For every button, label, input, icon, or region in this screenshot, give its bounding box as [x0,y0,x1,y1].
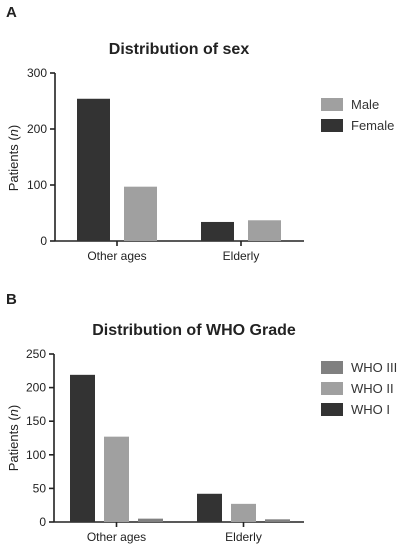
panel-letter-b: B [6,291,17,308]
x-tick-label: Other ages [87,530,146,544]
legend-label: WHO III [351,360,397,375]
bar-who-iii-other-ages [138,518,163,522]
legend-a: Male Female [321,97,394,133]
legend-swatch [321,98,343,111]
plot-area-b: 0 50 100 150 200 250 Other ages Elderly [26,347,304,544]
y-tick-label: 100 [27,178,47,192]
chart-title-a: Distribution of sex [109,41,250,58]
bar-who-ii-other-ages [104,436,129,522]
chart-panel-a: A Distribution of sex Patients (n) 0 100 2… [6,4,394,263]
y-tick-label: 200 [26,381,46,395]
y-tick-label: 50 [33,481,47,495]
bar-female-elderly [201,221,234,241]
y-tick-label: 150 [26,414,46,428]
y-tick-label: 200 [27,122,47,136]
y-tick-label: 250 [26,347,46,361]
y-tick-label: 300 [27,66,47,80]
plot-area-a: 0 100 200 300 Other ages Elderly [27,66,304,263]
legend-label: Female [351,118,394,133]
legend-swatch [321,382,343,395]
chart-panel-b: B Distribution of WHO Grade Patients (n)… [6,291,397,544]
x-tick-label: Other ages [87,249,146,263]
panel-letter-a: A [6,4,17,21]
x-tick-label: Elderly [223,249,260,263]
bar-who-i-other-ages [70,374,95,522]
x-tick-label: Elderly [225,530,262,544]
bar-female-other-ages [77,98,110,241]
legend-swatch [321,361,343,374]
legend-b: WHO III WHO II WHO I [321,360,397,417]
y-tick-label: 0 [40,234,47,248]
y-axis-label-b: Patients (n) [6,405,21,472]
bar-who-iii-elderly [265,519,290,522]
y-tick-label: 100 [26,448,46,462]
y-axis-label-a: Patients (n) [6,125,21,192]
legend-label: Male [351,97,379,112]
legend-label: WHO II [351,381,394,396]
bar-who-i-elderly [197,493,222,522]
chart-title-b: Distribution of WHO Grade [92,322,296,339]
legend-label: WHO I [351,402,390,417]
bar-male-elderly [248,220,281,241]
legend-swatch [321,403,343,416]
legend-swatch [321,119,343,132]
bar-male-other-ages [124,186,157,241]
y-tick-label: 0 [39,515,46,529]
bar-who-ii-elderly [231,503,256,522]
